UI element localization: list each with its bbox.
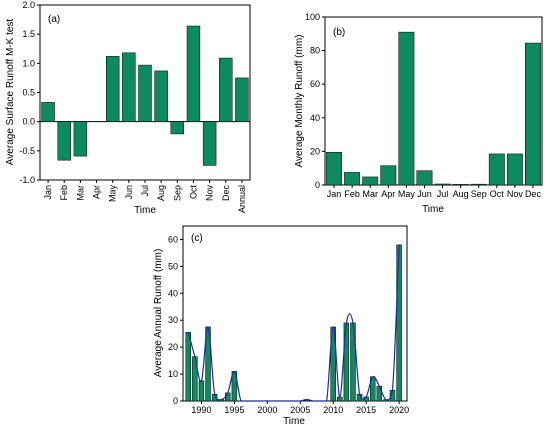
panel-b-xtick-label: Nov <box>507 189 524 199</box>
panel-a-bar <box>154 70 168 122</box>
panel-b-xtick-label: Jan <box>327 189 342 199</box>
panel-b-xtick-label: May <box>398 189 416 199</box>
panel-b-xtick-label: Apr <box>381 189 395 199</box>
panel-a-bar <box>186 25 201 122</box>
panel-c-xtick-label: 2020 <box>389 405 409 415</box>
panel-a-bar <box>41 102 55 122</box>
panel-b-bar <box>452 184 469 186</box>
panel-b-xtick-label: Mar <box>362 189 378 199</box>
panel-c-bar <box>376 385 383 402</box>
panel-b-bar <box>434 183 451 186</box>
panel-b-xtick-label: Oct <box>490 189 505 199</box>
panel-b-bar <box>525 42 541 186</box>
panel-a-xtick-label: Jun <box>124 185 134 200</box>
panel-a-bar <box>57 121 71 161</box>
panel-b-bar <box>398 31 415 186</box>
panel-c: (c) 0 10 20 30 40 50 60 1990 1995 2000 2005 2010 201… <box>153 225 409 427</box>
panel-b-ytick-label: 100 <box>305 12 320 22</box>
panel-a-xtick-label: Jul <box>140 185 150 197</box>
panel-c-xtick-label: 2010 <box>323 405 343 415</box>
panel-b-xlabel: Time <box>422 204 444 215</box>
panel-b-bar <box>362 176 379 186</box>
panel-c-xtick-label: 2000 <box>257 405 277 415</box>
panel-b: (b) 0 20 40 60 80 100 Jan Feb Mar Apr May Jun Jul Aug… <box>294 12 543 215</box>
panel-a-ytick-label: 2.0 <box>22 0 35 10</box>
panel-b-ylabel: Average Monthly Runoff (mm) <box>294 34 305 167</box>
panel-c-fit-line <box>187 244 400 402</box>
panel-c-bar <box>185 332 191 402</box>
panel-a-xlabel: Time <box>134 205 156 216</box>
panel-a-ytick-label: -0.5 <box>19 146 35 156</box>
panel-b-label: (b) <box>333 27 345 38</box>
panel-b-xtick-label: Aug <box>453 189 469 199</box>
panel-a-xtick-label: Oct <box>188 185 198 200</box>
panel-c-ytick-label: 30 <box>168 315 178 325</box>
panel-a-ytick-label: 0.5 <box>22 88 35 98</box>
panel-a-xtick-label: Annual <box>237 185 247 213</box>
panel-b-ytick-label: 60 <box>310 79 320 89</box>
panel-a-bar <box>219 57 233 122</box>
panel-a-bar <box>235 77 249 122</box>
panel-c-frame <box>182 225 408 402</box>
panel-b-ytick-label: 20 <box>310 146 320 156</box>
panel-a-ylabel: Average Surface Runoff M-K test <box>5 19 16 166</box>
panel-c-ytick-label: 10 <box>168 369 178 379</box>
panel-a-bar <box>73 121 88 157</box>
panel-c-xlabel: Time <box>283 416 305 427</box>
panel-b-xtick-label: Feb <box>344 189 360 199</box>
panel-c-xtick-label: 1990 <box>191 405 211 415</box>
panel-b-xtick-label: Sep <box>471 189 487 199</box>
panel-a-ytick-label: 1.0 <box>22 58 35 68</box>
panel-b-bar <box>344 172 361 186</box>
panel-a-bar <box>105 56 120 122</box>
panel-b-xtick-label: Jul <box>437 189 449 199</box>
panel-a-xtick-label: Mar <box>75 185 85 201</box>
panel-c-xtick-label: 1995 <box>224 405 244 415</box>
panel-c-ylabel: Average Annual Runoff (mm) <box>153 249 164 378</box>
panel-a-xtick-label: Apr <box>92 185 102 199</box>
panel-c-ytick-label: 60 <box>168 234 178 244</box>
panel-c-bar <box>396 244 402 402</box>
panel-a-xtick-label: Sep <box>172 185 182 201</box>
panel-a-xtick-label: Dec <box>221 185 231 202</box>
panel-b-xtick-label: Jun <box>417 189 432 199</box>
panel-c-ytick-label: 0 <box>173 396 178 406</box>
panel-b-xtick-label: Dec <box>525 189 542 199</box>
panel-b-bar <box>470 183 487 186</box>
panel-a-ytick-label: 0.0 <box>22 117 35 127</box>
panel-b-bar <box>416 170 433 186</box>
panel-b-bar <box>326 151 342 186</box>
panel-a-xtick-label: May <box>108 185 118 203</box>
panel-c-xtick-label: 2015 <box>356 405 376 415</box>
panel-b-ytick-label: 0 <box>315 180 320 190</box>
panel-c-ytick-label: 20 <box>168 342 178 352</box>
panel-a-bar <box>122 52 136 122</box>
panel-c-label: (c) <box>191 233 203 244</box>
panel-b-bar <box>506 153 523 186</box>
panel-b-bar <box>380 165 397 186</box>
panel-b-ytick-label: 40 <box>310 113 320 123</box>
panel-a-ytick-label: 1.5 <box>22 29 35 39</box>
panel-b-bar <box>488 153 505 186</box>
panel-a: (a) -1.0 -0.5 0.0 0.5 1.0 1.5 2.0 Jan Feb Mar Apr M… <box>5 0 251 216</box>
panel-a-xtick-label: Nov <box>205 185 215 202</box>
panel-c-ytick-label: 50 <box>168 261 178 271</box>
panel-a-bar <box>202 121 217 166</box>
panel-a-bar <box>170 121 185 135</box>
panel-a-label: (a) <box>48 14 60 25</box>
panel-a-xtick-label: Jan <box>43 185 53 200</box>
panel-a-ytick-label: -1.0 <box>19 175 35 185</box>
panel-c-ytick-label: 40 <box>168 288 178 298</box>
panel-a-bar <box>138 64 152 122</box>
panel-a-xtick-label: Feb <box>59 185 69 201</box>
panel-a-xtick-label: Aug <box>156 185 166 201</box>
panel-b-frame <box>324 16 543 186</box>
panel-c-xtick-label: 2005 <box>290 405 310 415</box>
panel-c-bar <box>198 380 205 402</box>
panel-b-ytick-label: 80 <box>310 46 320 56</box>
